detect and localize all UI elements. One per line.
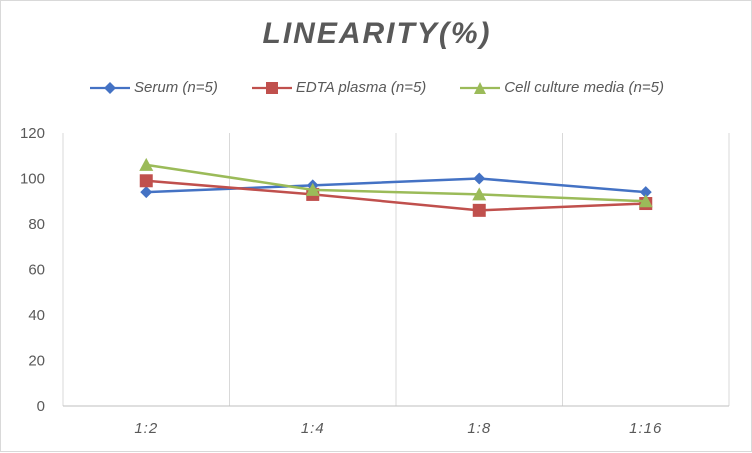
data-point-marker — [473, 172, 486, 185]
data-point-marker — [139, 174, 153, 188]
x-tick-label: 1:2 — [134, 420, 158, 437]
legend-item-edta-plasma: EDTA plasma (n=5) — [251, 79, 427, 96]
data-point-marker — [140, 186, 153, 199]
legend-item-serum: Serum (n=5) — [90, 79, 218, 96]
data-point-marker — [638, 194, 653, 208]
chart-legend: Serum (n=5) EDTA plasma (n=5) Cell cultu… — [1, 79, 752, 96]
data-point-marker — [472, 203, 486, 217]
series-line — [146, 179, 646, 212]
data-point-marker — [139, 157, 154, 171]
data-point-marker — [472, 187, 487, 201]
legend-label-cell-culture-media: Cell culture media (n=5) — [504, 79, 664, 96]
x-tick-label: 1:4 — [301, 420, 325, 437]
y-tick-label: 60 — [28, 262, 45, 279]
legend-item-cell-culture-media: Cell culture media (n=5) — [460, 79, 664, 96]
series-line — [146, 163, 646, 203]
chart-title: LINEARITY(%) — [262, 17, 492, 50]
y-tick-label: 40 — [28, 307, 45, 324]
legend-marker-cell-culture-media — [460, 81, 501, 94]
y-tick-label: 120 — [20, 125, 45, 142]
y-tick-label: 80 — [28, 216, 45, 233]
y-tick-label: 20 — [28, 353, 45, 370]
data-point-marker — [305, 182, 320, 196]
x-tick-label: 1:8 — [467, 420, 491, 437]
y-tick-label: 0 — [37, 398, 45, 415]
legend-marker-serum — [90, 81, 131, 94]
legend-marker-edta-plasma — [251, 81, 292, 94]
data-point-marker — [639, 186, 652, 199]
y-tick-label: 100 — [20, 171, 45, 188]
x-tick-label: 1:16 — [629, 420, 662, 437]
legend-label-edta-plasma: EDTA plasma (n=5) — [295, 79, 427, 96]
legend-label-serum: Serum (n=5) — [134, 79, 218, 96]
